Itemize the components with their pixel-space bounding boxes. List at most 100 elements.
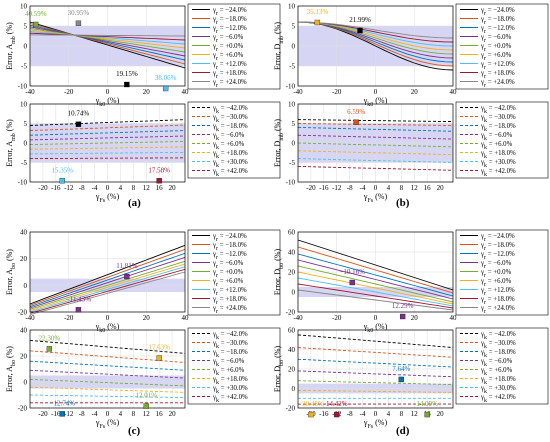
series-line-4 xyxy=(297,142,454,148)
x-tick-label: 0 xyxy=(374,314,378,322)
y-tick-label: -20 xyxy=(18,309,28,317)
y-tick-label: 60 xyxy=(288,327,296,335)
x-tick-label: 0 xyxy=(106,410,110,418)
legend-entry: γk = −30.0% xyxy=(212,114,248,124)
x-tick-label: 0 xyxy=(106,184,110,192)
x-tick-label: 0 xyxy=(106,88,110,96)
chart-a-top: -40 -20 0 20 40 -10 -5 0 5 10 γk0 (%) Error, Amb (%… xyxy=(5,3,281,108)
legend-entry: γk = −42.0% xyxy=(480,331,516,341)
series-line-3 xyxy=(29,256,186,309)
series-line-2 xyxy=(29,360,186,371)
series-line-7 xyxy=(297,283,454,309)
annotation-label: 38.06% xyxy=(155,74,177,82)
caption-a: (a) xyxy=(128,197,141,209)
y-tick-label: 20 xyxy=(288,269,296,277)
series-line-0 xyxy=(29,21,186,69)
series-line-6 xyxy=(29,394,186,399)
x-axis-label: γFs (%) xyxy=(363,192,388,204)
plot-frame xyxy=(297,231,454,313)
x-tick-label: -4 xyxy=(360,184,366,192)
x-tick-label: -8 xyxy=(79,410,85,418)
y-tick-label: 0 xyxy=(24,43,28,51)
legend-entry: γr = −6.0% xyxy=(480,260,512,270)
y-axis-label: Error, Dmb (%) xyxy=(273,22,285,70)
x-tick-label: 20 xyxy=(437,184,445,192)
series-line-7 xyxy=(297,165,454,171)
caption-c: (c) xyxy=(128,425,141,437)
x-tick-label: 4 xyxy=(387,184,391,192)
x-tick-label: 12 xyxy=(143,410,151,418)
series-line-8 xyxy=(297,289,454,311)
x-tick-label: 20 xyxy=(143,88,151,96)
legend-entry: γr = +24.0% xyxy=(212,305,247,315)
annotation-label: 14.09% xyxy=(416,400,438,408)
legend-entry: γk = +18.0% xyxy=(480,376,516,386)
y-tick-label: 20 xyxy=(20,255,28,263)
series-line-0 xyxy=(29,244,186,305)
legend-entry: γk = +42.0% xyxy=(480,168,516,178)
legend-box xyxy=(187,327,281,405)
caption-d: (d) xyxy=(396,425,410,437)
annotation-label: −11.43% xyxy=(66,295,91,303)
legend-entry: γr = +18.0% xyxy=(212,296,247,306)
legend-entry: γr = −24.0% xyxy=(480,233,515,243)
y-tick-label: 5 xyxy=(24,23,28,31)
legend-entry: γk = +30.0% xyxy=(212,385,248,395)
legend: γk = −42.0%γk = −30.0%γk = −18.0%γk = −6… xyxy=(455,327,549,405)
x-tick-label: 8 xyxy=(400,184,404,192)
x-tick-label: 40 xyxy=(182,314,190,322)
x-axis-label: γk0 (%) xyxy=(95,96,120,108)
plot-frame xyxy=(297,103,454,183)
series-line-1 xyxy=(297,347,454,358)
annotation-label: 11.81% xyxy=(116,262,137,270)
series-line-3 xyxy=(29,26,186,57)
legend-entry: γr = +12.0% xyxy=(212,287,247,297)
x-tick-label: -20 xyxy=(38,410,48,418)
annotation-marker xyxy=(308,411,314,418)
series-line-1 xyxy=(29,124,186,131)
legend-entry: γk = +42.0% xyxy=(212,394,248,404)
series-line-5 xyxy=(29,386,186,393)
y-tick-label: 0 xyxy=(24,379,28,387)
legend-entry: γr = +12.0% xyxy=(212,61,247,71)
legend-entry: γr = −6.0% xyxy=(212,34,244,44)
legend-entry: γr = +24.0% xyxy=(480,305,515,315)
series-line-7 xyxy=(30,157,186,160)
legend-entry: γr = +0.0% xyxy=(212,269,244,279)
series-line-4 xyxy=(29,27,186,53)
y-tick-label: 0 xyxy=(24,140,28,148)
series-line-8 xyxy=(29,34,186,37)
legend: γk = −42.0%γk = −30.0%γk = −18.0%γk = −6… xyxy=(187,327,281,405)
annotation-marker xyxy=(75,307,82,313)
series-line-2 xyxy=(29,252,186,308)
y-tick-label: 10 xyxy=(288,3,296,11)
y-tick-label: 20 xyxy=(20,353,28,361)
series-line-8 xyxy=(29,271,186,316)
legend-box xyxy=(455,101,549,179)
x-tick-label: 0 xyxy=(106,314,110,322)
legend-entry: γk = +6.0% xyxy=(212,141,245,151)
series-line-1 xyxy=(29,23,186,65)
legend-entry: γr = +12.0% xyxy=(480,287,515,297)
series-line-1 xyxy=(297,246,454,294)
legend-entry: γk = −6.0% xyxy=(480,358,513,368)
x-tick-label: 20 xyxy=(143,314,151,322)
y-tick-label: 0 xyxy=(292,140,296,148)
x-tick-label: -40 xyxy=(25,314,35,322)
x-axis-label: γk0 (%) xyxy=(363,322,388,334)
legend-entry: γk = −18.0% xyxy=(212,123,248,133)
legend: γr = −24.0%γr = −18.0%γr = −12.0%γr = −6… xyxy=(455,3,549,90)
series-line-4 xyxy=(29,260,186,310)
y-tick-label: 60 xyxy=(288,229,296,237)
x-tick-label: -8 xyxy=(347,410,353,418)
legend-entry: γr = +6.0% xyxy=(480,278,512,288)
x-axis-label: γFs (%) xyxy=(95,418,120,430)
series-line-8 xyxy=(297,21,454,39)
y-axis-label: Error, Amb (%) xyxy=(5,22,17,70)
series-line-1 xyxy=(297,123,454,126)
legend: γr = −24.0%γr = −18.0%γr = −12.0%γr = −6… xyxy=(455,229,549,316)
annotation-label: 12.29% xyxy=(392,302,414,310)
y-tick-label: 40 xyxy=(288,346,296,354)
x-tick-label: -20 xyxy=(306,184,316,192)
annotation-marker xyxy=(124,273,130,280)
